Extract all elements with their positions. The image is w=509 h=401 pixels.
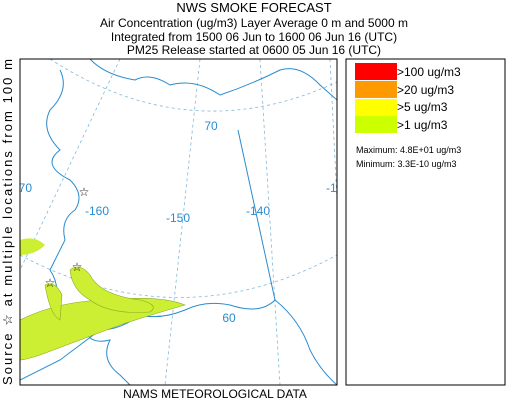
legend-label: >1 ug/m3 bbox=[397, 118, 448, 132]
coastline bbox=[46, 69, 80, 301]
legend-minimum: Minimum: 3.3E-10 ug/m3 bbox=[356, 159, 457, 169]
grid-label: 60 bbox=[222, 311, 236, 325]
legend-swatch bbox=[355, 116, 397, 133]
graticule bbox=[20, 254, 337, 298]
legend-frame bbox=[345, 58, 506, 386]
grid-label: -160 bbox=[85, 204, 109, 218]
side-label: Source ☆ at multiple locations from 100 … bbox=[0, 59, 15, 385]
subtitle: Integrated from 1500 06 Jun to 1600 06 J… bbox=[111, 30, 397, 44]
source-marker: ☆ bbox=[79, 185, 90, 199]
coastline bbox=[84, 299, 337, 385]
smoke-area bbox=[20, 238, 45, 255]
source-marker: ☆ bbox=[72, 260, 83, 274]
smoke-area bbox=[20, 298, 186, 361]
grid-label: -170 bbox=[8, 181, 32, 195]
legend-label: >20 ug/m3 bbox=[397, 83, 454, 97]
title: NWS SMOKE FORECAST bbox=[176, 0, 331, 15]
smoke-area bbox=[69, 266, 154, 313]
grid-label: -150 bbox=[166, 211, 190, 225]
graticule bbox=[20, 59, 337, 385]
legend-swatch bbox=[355, 81, 397, 98]
legend: >100 ug/m3 >20 ug/m3 >5 ug/m3 >1 ug/m3 M… bbox=[345, 58, 506, 386]
grid-label: 70 bbox=[204, 119, 218, 133]
legend-swatch bbox=[355, 99, 397, 116]
map-frame bbox=[19, 58, 338, 386]
coastline bbox=[89, 59, 337, 101]
map: ☆ ☆ ☆ -170 -160 -150 -140 -130 70 60 bbox=[8, 58, 350, 386]
legend-label: >5 ug/m3 bbox=[397, 100, 448, 114]
subtitle: PM25 Release started at 0600 05 Jun 16 (… bbox=[127, 43, 381, 57]
subtitle: Air Concentration (ug/m3) Layer Average … bbox=[100, 16, 408, 30]
source-marker: ☆ bbox=[45, 276, 56, 290]
grid-label: -140 bbox=[246, 204, 270, 218]
legend-maximum: Maximum: 4.8E+01 ug/m3 bbox=[356, 145, 461, 155]
smoke-area bbox=[44, 283, 63, 321]
grid-label: -130 bbox=[326, 181, 350, 195]
legend-swatch bbox=[355, 63, 397, 80]
footer: NAMS METEOROLOGICAL DATA bbox=[123, 387, 307, 401]
graticule bbox=[49, 59, 337, 112]
legend-label: >100 ug/m3 bbox=[397, 65, 461, 79]
